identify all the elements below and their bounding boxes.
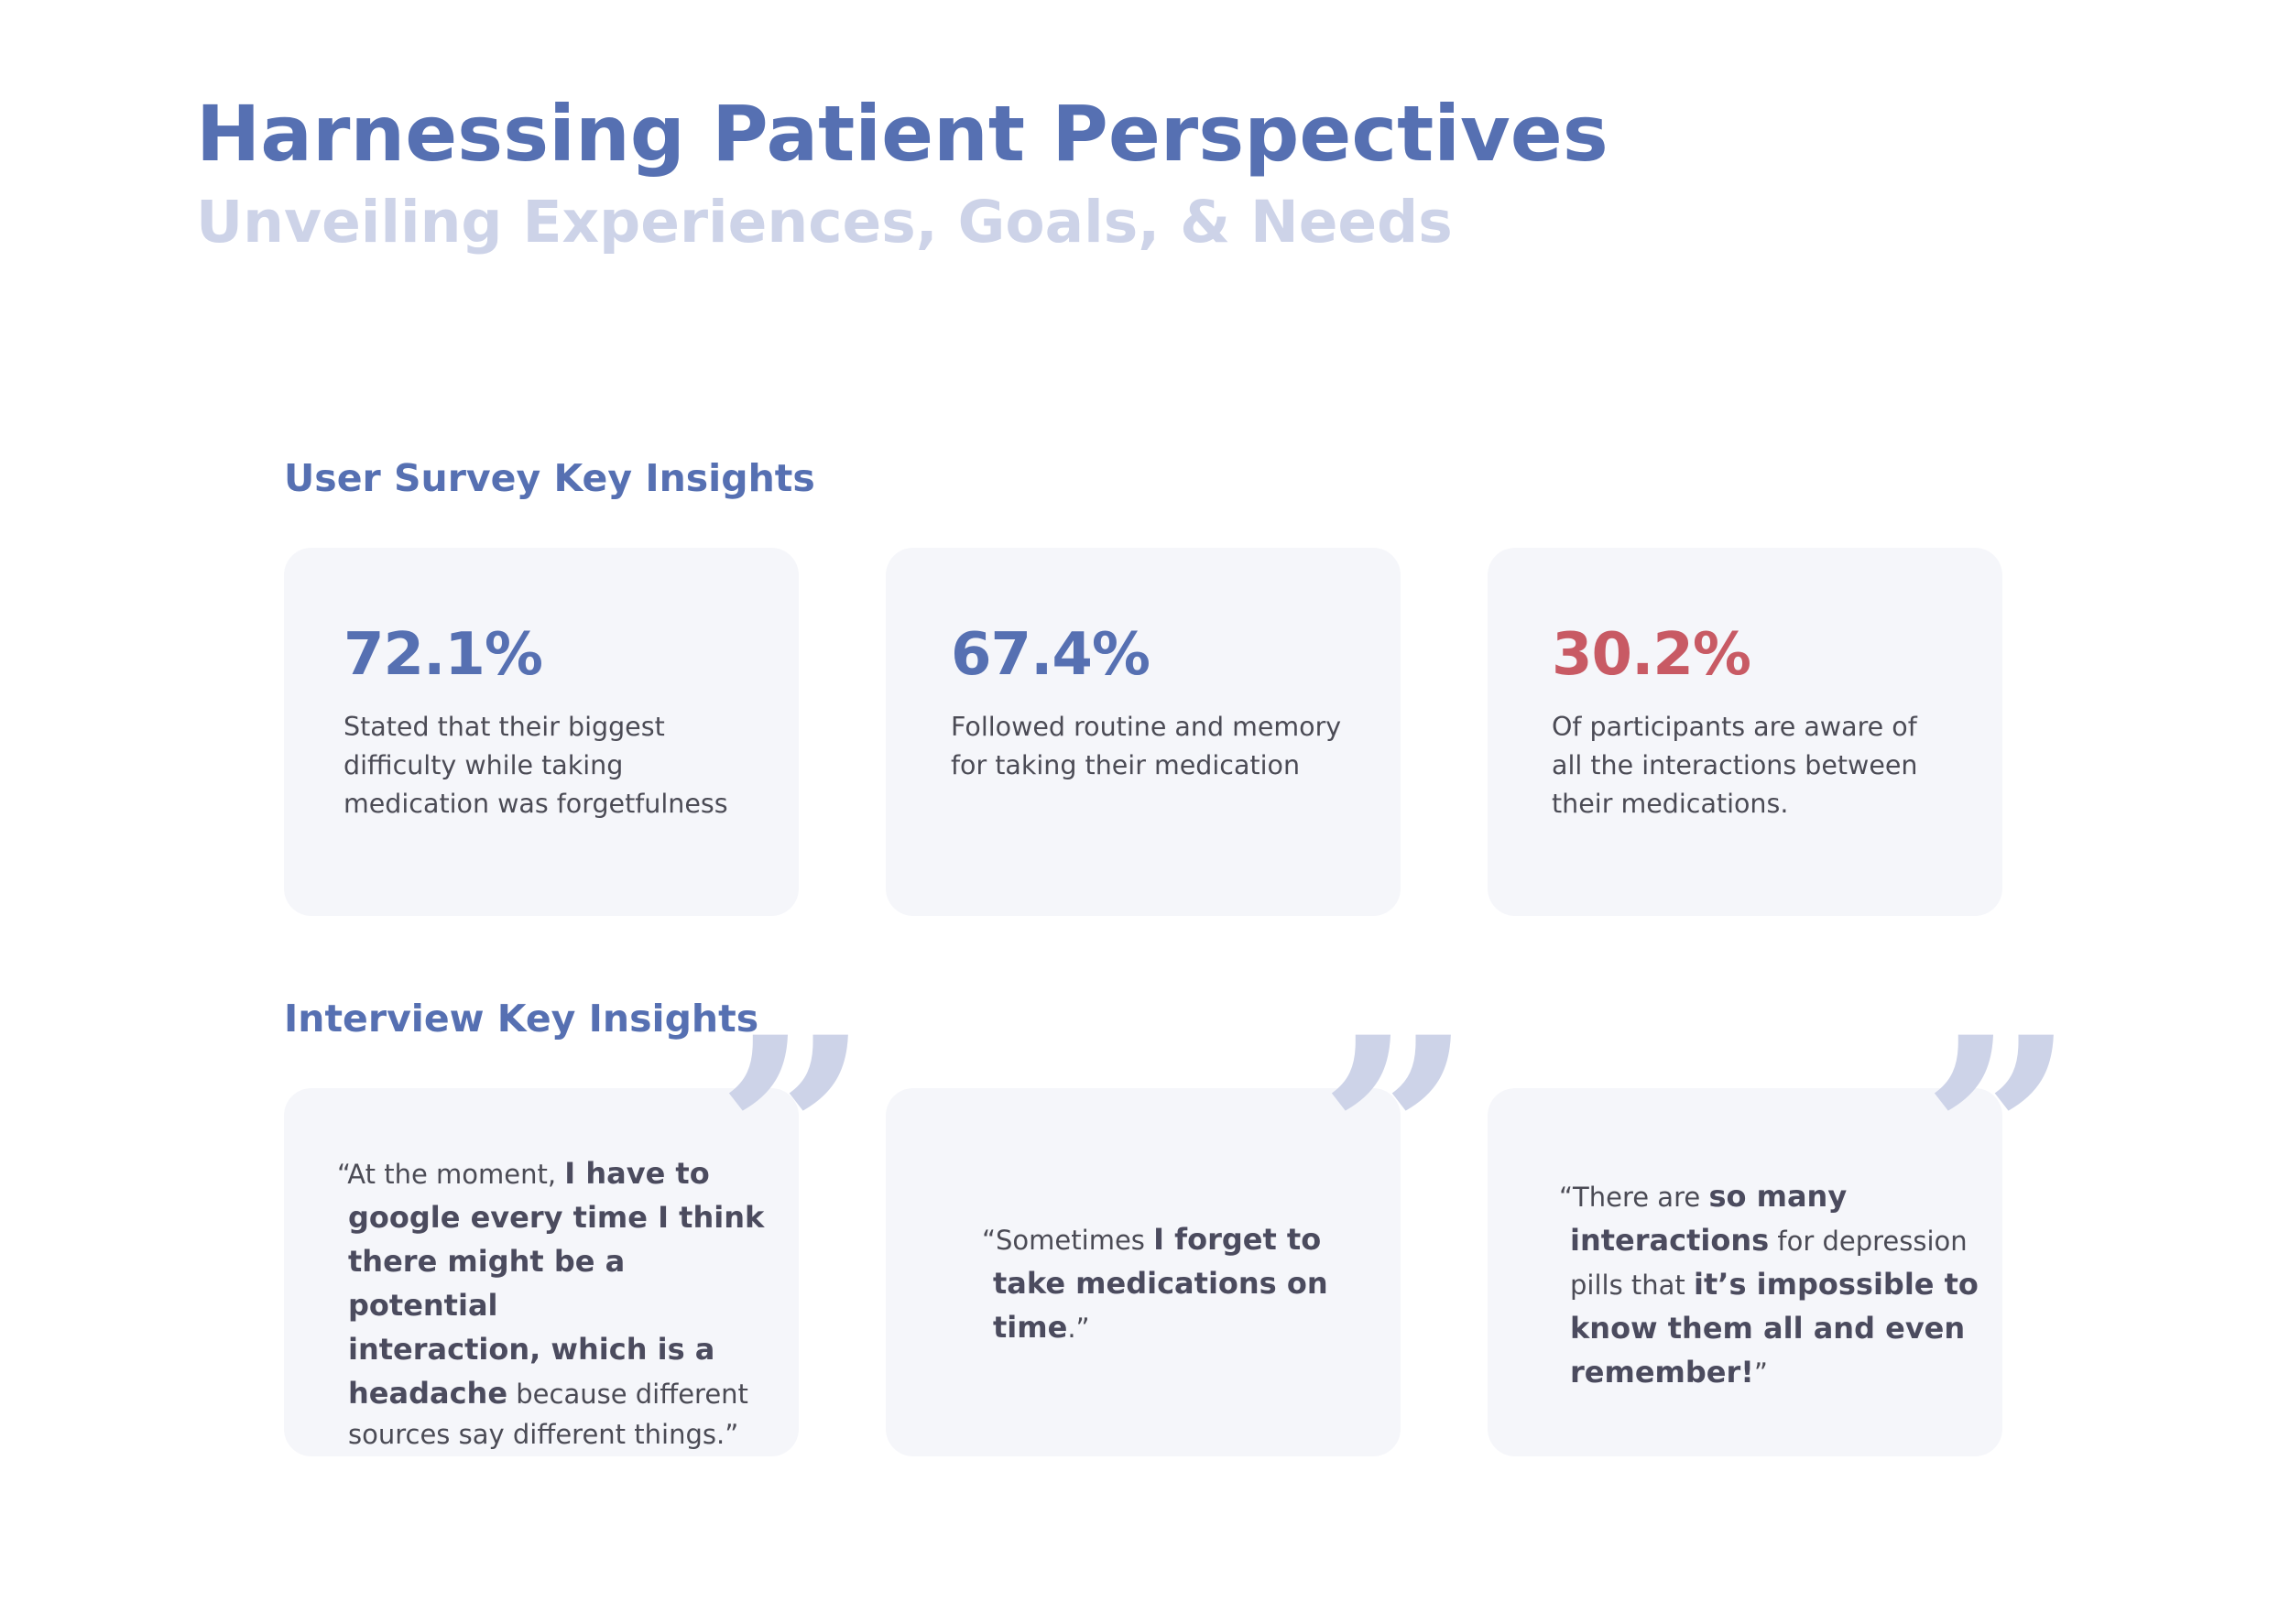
quote-emphasis: I forget to [1153, 1222, 1322, 1257]
quote-text-segment: pills that [1570, 1270, 1695, 1301]
quote-text-segment: sources say different things.” [348, 1419, 739, 1450]
quote-text-segment: .” [1067, 1313, 1090, 1344]
quote-card: “There are so many interactions for depr… [1488, 1088, 2002, 1456]
page-subtitle: Unveiling Experiences, Goals, & Needs [196, 189, 1453, 256]
quote-text-segment: for depression [1769, 1226, 1968, 1257]
quote-emphasis: know them all and even [1570, 1311, 1966, 1346]
survey-card: 67.4% Followed routine and memory for ta… [886, 548, 1401, 916]
quote-text: “At the moment, I have to google every t… [337, 1152, 777, 1453]
quote-text-segment: “Sometimes [982, 1225, 1154, 1256]
quote-mark-icon: ” [1922, 980, 2075, 1292]
quote-emphasis: there might be a potential [348, 1244, 626, 1323]
survey-card: 72.1% Stated that their biggest difficul… [284, 548, 799, 916]
quote-emphasis: it’s impossible to [1694, 1267, 1979, 1302]
quote-emphasis: I have to [564, 1156, 710, 1191]
quote-emphasis: time [993, 1310, 1068, 1345]
quote-text-segment: “There are [1559, 1182, 1709, 1213]
interview-section-title: Interview Key Insights [284, 997, 759, 1041]
page-title: Harnessing Patient Perspectives [196, 89, 1608, 179]
quote-card: “Sometimes I forget to take medications … [886, 1088, 1401, 1456]
survey-section-title: User Survey Key Insights [284, 456, 815, 500]
quote-emphasis: headache [348, 1376, 508, 1411]
stat-description: Of participants are aware of all the int… [1552, 712, 1918, 819]
survey-card: 30.2% Of participants are aware of all t… [1488, 548, 2002, 916]
quote-emphasis: remember! [1570, 1355, 1754, 1390]
quote-emphasis: google every time I think [348, 1200, 765, 1235]
quote-emphasis: interaction, which is a [348, 1332, 715, 1367]
stat-description: Stated that their biggest difficulty whi… [344, 712, 728, 819]
quote-text-segment: “At the moment, [337, 1159, 565, 1190]
stat-value: 30.2% [1552, 621, 1751, 689]
quote-emphasis: so many [1708, 1179, 1848, 1214]
quote-card: “At the moment, I have to google every t… [284, 1088, 799, 1456]
quote-text-segment: because different [507, 1379, 748, 1410]
quote-text: “There are so many interactions for depr… [1559, 1175, 1980, 1395]
stat-description: Followed routine and memory for taking t… [951, 712, 1342, 780]
quote-mark-icon: ” [1319, 980, 1472, 1292]
quote-text: “Sometimes I forget to take medications … [982, 1218, 1367, 1350]
quote-text-segment: ” [1753, 1357, 1768, 1389]
stat-value: 72.1% [344, 621, 543, 689]
quote-mark-icon: ” [716, 980, 869, 1292]
quote-emphasis: take medications on [993, 1266, 1328, 1301]
quote-emphasis: interactions [1570, 1223, 1770, 1258]
stat-value: 67.4% [951, 621, 1150, 689]
